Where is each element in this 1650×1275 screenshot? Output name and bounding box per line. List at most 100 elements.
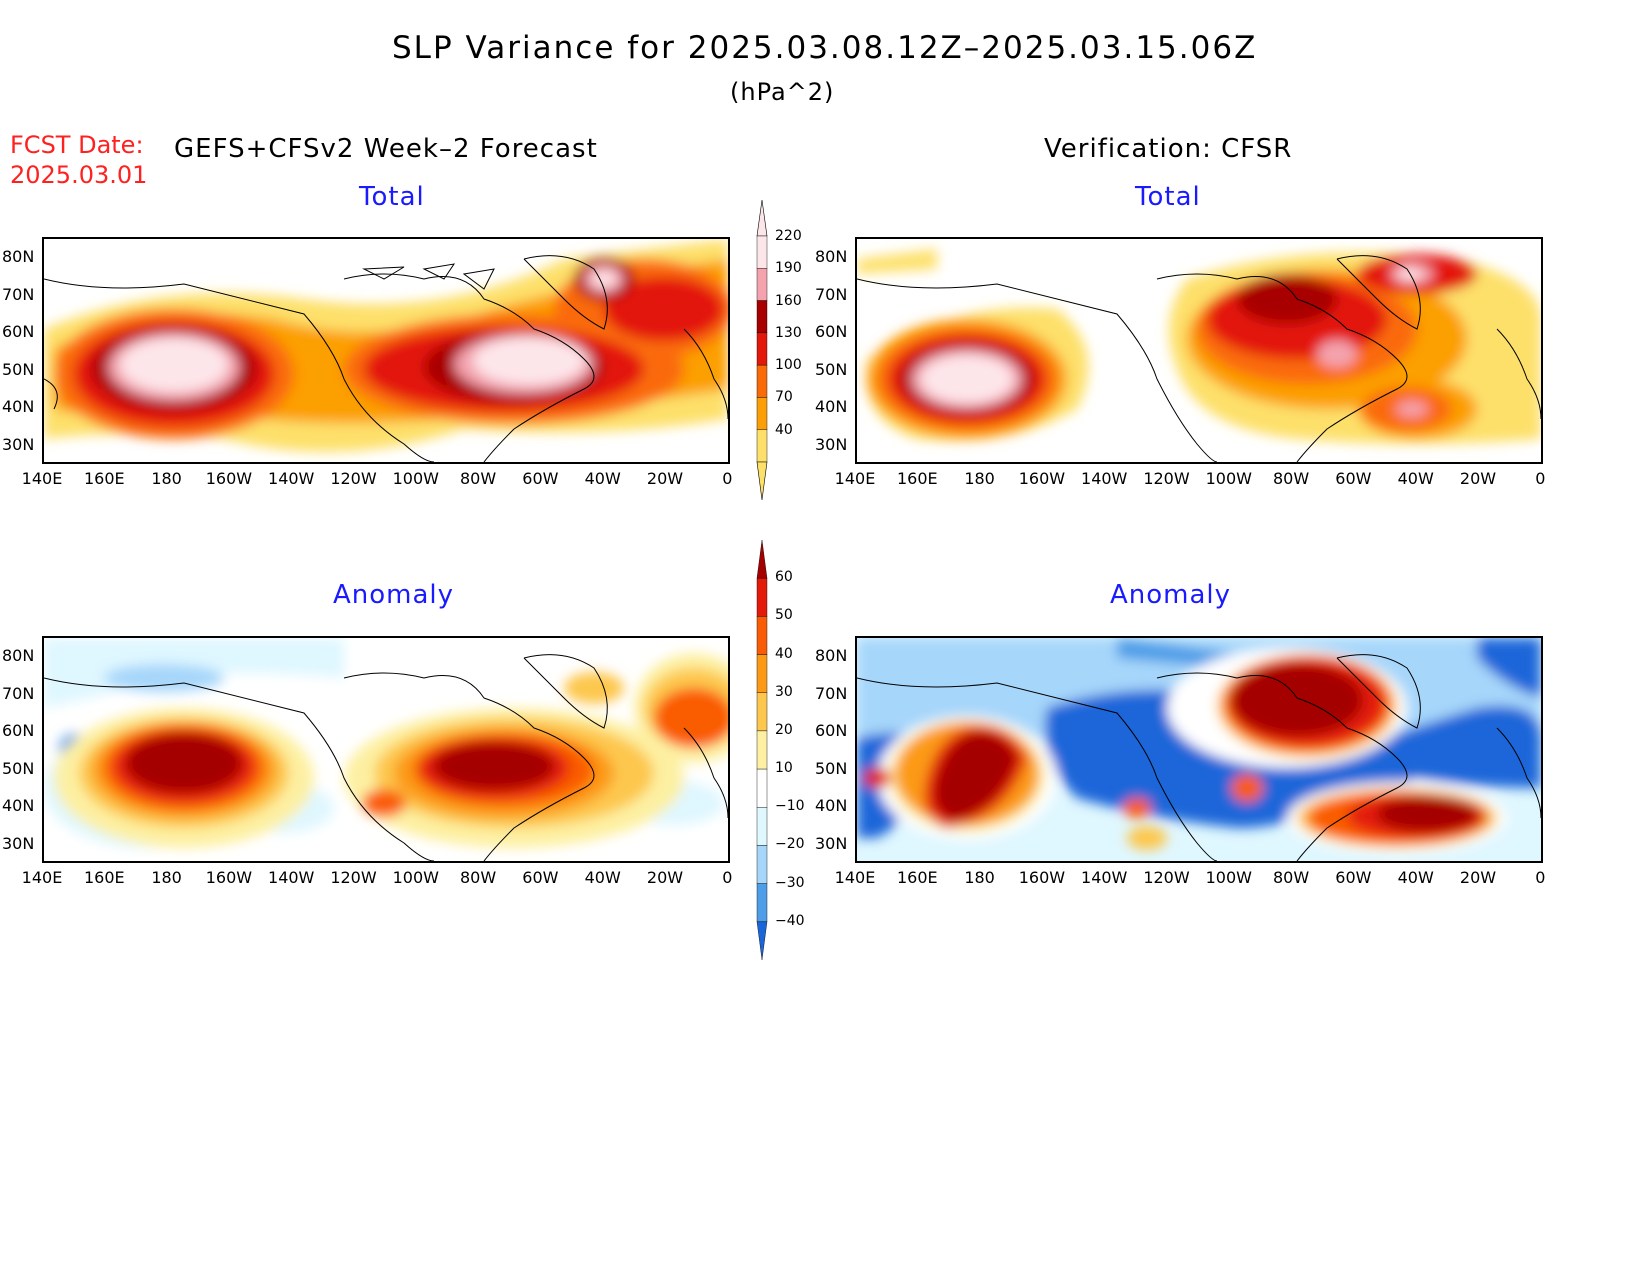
verify-total-lat-label: 30N bbox=[815, 434, 848, 454]
anomaly-colorbar-swatch bbox=[756, 807, 768, 846]
anomaly-colorbar-label: −10 bbox=[775, 798, 805, 815]
total-colorbar-swatch bbox=[756, 397, 768, 430]
verify-anomaly-lon-label: 160W bbox=[1018, 868, 1066, 887]
forecast-anomaly-lon-label: 140E bbox=[21, 868, 63, 887]
verify-anomaly-lon-label: 60W bbox=[1335, 868, 1372, 887]
forecast-anomaly-lon-label: 180 bbox=[151, 868, 182, 887]
forecast-total-lon-label: 160W bbox=[205, 469, 253, 488]
verify-anomaly-lon-label: 160E bbox=[896, 868, 938, 887]
units-label: (hPa^2) bbox=[730, 78, 835, 106]
forecast-anomaly-lat-label: 40N bbox=[2, 796, 35, 815]
anomaly-colorbar-swatch bbox=[756, 692, 768, 732]
forecast-anomaly-lat-label: 80N bbox=[2, 646, 35, 665]
forecast-total-lat-label: 60N bbox=[2, 322, 35, 341]
verify-anomaly-lon-label: 140W bbox=[1081, 868, 1128, 887]
anomaly-colorbar-swatch bbox=[756, 921, 768, 961]
total-colorbar-label: 220 bbox=[775, 228, 802, 244]
forecast-total-lon-label: 160E bbox=[83, 469, 125, 488]
verify-total-lon-label: 160E bbox=[896, 469, 938, 488]
verify-total-lon-label: 120W bbox=[1143, 469, 1190, 488]
forecast-anomaly-lon-label: 140W bbox=[268, 868, 315, 887]
forecast-anomaly-lon-label: 80W bbox=[460, 868, 497, 887]
verify-anomaly-lon-label: 0 bbox=[1535, 868, 1546, 887]
forecast-total-lon-label: 0 bbox=[722, 469, 733, 488]
verify-anomaly-lon-label: 140E bbox=[834, 868, 876, 887]
forecast-anomaly-lat-label: 50N bbox=[2, 758, 35, 778]
forecast-anomaly-lon-label: 160W bbox=[205, 868, 253, 887]
verify-total-lat-label: 60N bbox=[815, 322, 848, 341]
forecast-total-lat-label: 80N bbox=[2, 247, 35, 266]
forecast-total-lon-label: 140E bbox=[21, 469, 63, 488]
verify-anomaly-lon-label: 20W bbox=[1459, 868, 1497, 887]
total-colorbar-label: 190 bbox=[775, 260, 802, 277]
anomaly-colorbar-label: −40 bbox=[775, 912, 805, 929]
total-colorbar bbox=[755, 199, 768, 501]
total-colorbar-label: 70 bbox=[775, 389, 793, 406]
total-colorbar-swatch bbox=[756, 332, 768, 366]
forecast-total-lat-label: 50N bbox=[2, 359, 35, 379]
forecast-total-lon-label: 120W bbox=[330, 469, 377, 488]
forecast-anomaly-lon-label: 100W bbox=[392, 868, 439, 887]
forecast-anomaly-lat-label: 70N bbox=[2, 683, 35, 703]
anomaly-colorbar-swatch bbox=[756, 616, 768, 655]
forecast-total-lon-label: 180 bbox=[151, 469, 182, 488]
verify-total-map bbox=[855, 237, 1543, 464]
forecast-total-title: Total bbox=[359, 182, 425, 212]
chart-title: SLP Variance for 2025.03.08.12Z–2025.03.… bbox=[392, 30, 1258, 66]
anomaly-colorbar-label: 60 bbox=[775, 569, 793, 586]
anomaly-colorbar-swatch bbox=[756, 730, 768, 770]
verify-total-lon-label: 60W bbox=[1335, 469, 1372, 488]
total-colorbar-label: 160 bbox=[775, 292, 802, 309]
verify-anomaly-lat-label: 60N bbox=[815, 721, 848, 740]
forecast-anomaly-lon-label: 120W bbox=[330, 868, 377, 887]
verify-anomaly-lat-label: 30N bbox=[815, 833, 848, 853]
forecast-anomaly-lon-label: 0 bbox=[722, 868, 733, 887]
fcst-date-label: FCST Date: bbox=[10, 131, 144, 159]
anomaly-colorbar bbox=[755, 539, 769, 961]
total-colorbar-swatch bbox=[756, 300, 768, 334]
anomaly-colorbar-swatch bbox=[756, 845, 768, 884]
forecast-total-lon-label: 60W bbox=[522, 469, 559, 488]
forecast-total-lon-label: 80W bbox=[460, 469, 497, 488]
forecast-total-lat-label: 70N bbox=[2, 284, 35, 304]
verify-total-lon-label: 20W bbox=[1459, 469, 1497, 488]
verify-total-title: Total bbox=[1135, 182, 1201, 212]
forecast-anomaly-title: Anomaly bbox=[333, 580, 455, 610]
verify-anomaly-lon-label: 180 bbox=[964, 868, 995, 887]
total-colorbar-swatch bbox=[756, 364, 768, 398]
anomaly-colorbar-label: −30 bbox=[775, 874, 805, 891]
forecast-total-lat-label: 30N bbox=[2, 434, 35, 454]
verify-total-lon-label: 40W bbox=[1397, 469, 1434, 488]
anomaly-colorbar-label: 40 bbox=[775, 645, 793, 662]
forecast-total-map bbox=[42, 237, 730, 464]
forecast-heading: GEFS+CFSv2 Week–2 Forecast bbox=[174, 134, 598, 164]
anomaly-colorbar-label: 50 bbox=[775, 607, 793, 624]
verify-total-lon-label: 140W bbox=[1081, 469, 1128, 488]
forecast-anomaly-lon-label: 60W bbox=[522, 868, 559, 887]
verify-anomaly-lon-label: 40W bbox=[1397, 868, 1434, 887]
total-colorbar-swatch bbox=[756, 429, 768, 463]
verify-total-lat-label: 40N bbox=[815, 397, 848, 416]
verify-total-lon-label: 140E bbox=[834, 469, 876, 488]
verify-total-lon-label: 0 bbox=[1535, 469, 1546, 488]
forecast-anomaly-lon-label: 20W bbox=[646, 868, 684, 887]
verify-anomaly-lat-label: 40N bbox=[815, 796, 848, 815]
anomaly-colorbar-swatch bbox=[756, 768, 768, 808]
forecast-anomaly-lat-label: 60N bbox=[2, 721, 35, 740]
verify-anomaly-map bbox=[855, 636, 1543, 863]
anomaly-colorbar-swatch bbox=[756, 577, 768, 617]
anomaly-colorbar-swatch bbox=[756, 539, 768, 579]
verify-total-lon-label: 80W bbox=[1273, 469, 1310, 488]
forecast-total-lon-label: 140W bbox=[268, 469, 315, 488]
forecast-anomaly-lat-label: 30N bbox=[2, 833, 35, 853]
verify-total-lon-label: 100W bbox=[1205, 469, 1252, 488]
anomaly-colorbar-swatch bbox=[756, 883, 768, 923]
forecast-anomaly-map bbox=[42, 636, 730, 863]
forecast-total-lon-label: 100W bbox=[392, 469, 439, 488]
total-colorbar-label: 130 bbox=[775, 324, 802, 341]
forecast-total-lon-label: 20W bbox=[646, 469, 684, 488]
verify-anomaly-lon-label: 120W bbox=[1143, 868, 1190, 887]
forecast-total-lat-label: 40N bbox=[2, 397, 35, 416]
anomaly-colorbar-label: 30 bbox=[775, 683, 793, 700]
verify-total-lat-label: 70N bbox=[815, 284, 848, 304]
